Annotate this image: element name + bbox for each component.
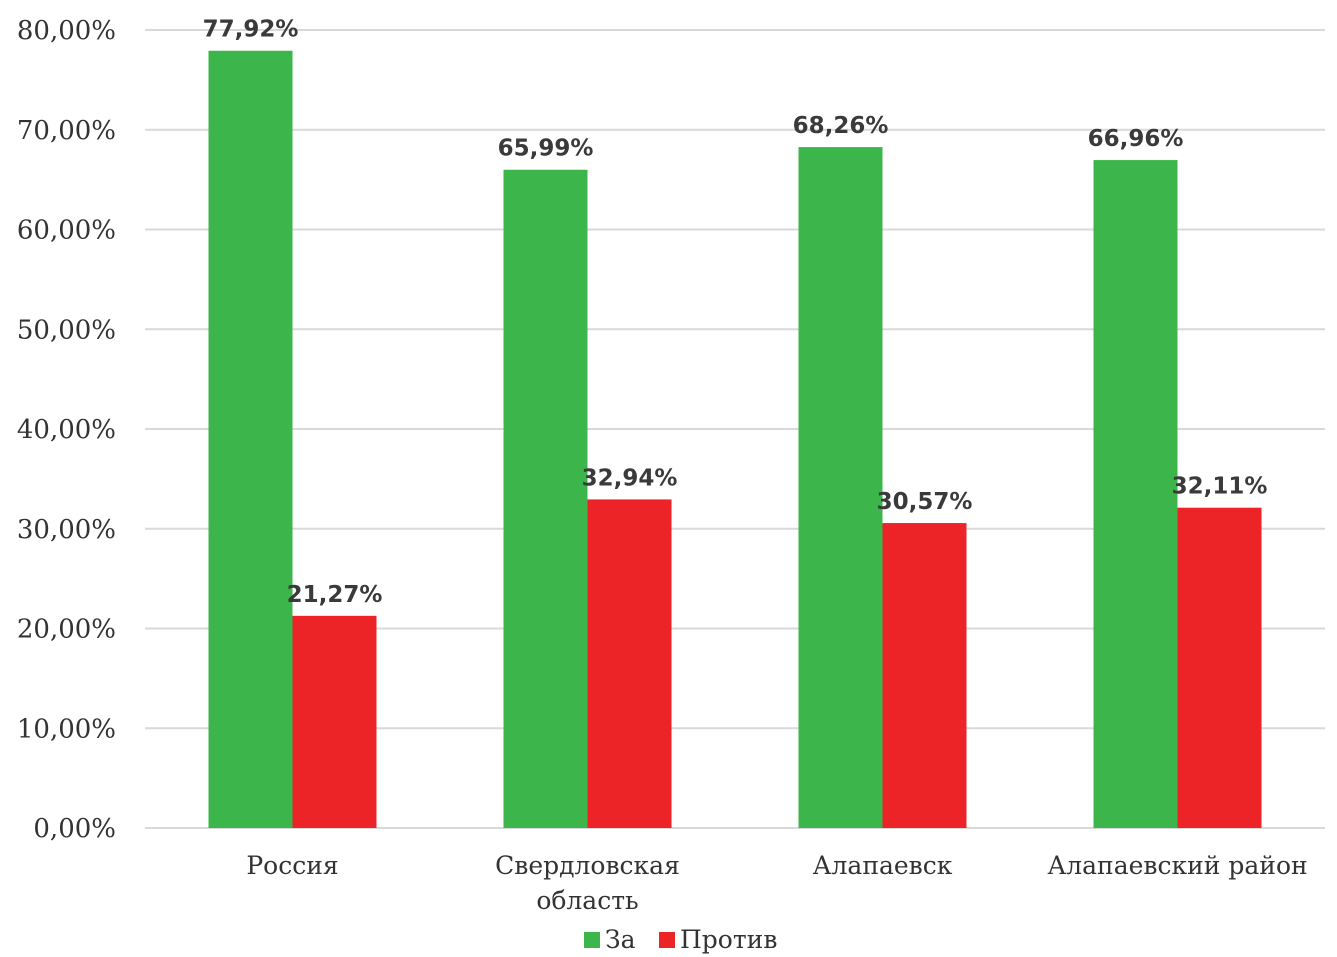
category-label: область	[536, 886, 638, 915]
data-label: 30,57%	[877, 489, 973, 515]
y-tick-label: 70,00%	[17, 116, 116, 146]
legend: За Против	[584, 925, 777, 954]
y-axis-tick-labels: 0,00% 10,00% 20,00% 30,00% 40,00% 50,00% 60,00…	[17, 16, 116, 844]
bar-za	[1093, 160, 1178, 829]
bar-protiv	[587, 499, 672, 828]
y-tick-label: 60,00%	[17, 216, 116, 246]
y-tick-label: 30,00%	[17, 515, 116, 545]
category-label: Алапаевский район	[1047, 851, 1307, 880]
category-label: Россия	[246, 851, 338, 880]
data-label: 77,92%	[203, 17, 299, 43]
bars	[208, 50, 1262, 829]
data-label: 32,94%	[582, 465, 678, 491]
category-label: Алапаевск	[813, 851, 953, 880]
y-tick-label: 80,00%	[17, 16, 116, 46]
category-label: Свердловская	[495, 851, 680, 880]
data-label: 32,11%	[1172, 474, 1268, 500]
x-axis-category-labels: Россия Свердловская область Алапаевск Алапае…	[246, 851, 1307, 915]
legend-swatch	[584, 932, 600, 948]
legend-label: За	[605, 925, 636, 954]
y-tick-label: 20,00%	[17, 615, 116, 645]
bar-protiv	[1177, 507, 1262, 828]
y-tick-label: 40,00%	[17, 415, 116, 445]
bar-za	[798, 147, 883, 828]
data-label: 68,26%	[793, 113, 889, 139]
data-label: 65,99%	[498, 136, 594, 162]
bar-protiv	[292, 615, 377, 828]
bar-protiv	[882, 523, 967, 828]
y-tick-label: 0,00%	[33, 814, 116, 844]
data-label: 66,96%	[1088, 126, 1184, 152]
data-label: 21,27%	[287, 582, 383, 608]
y-tick-label: 10,00%	[17, 714, 116, 744]
legend-swatch	[659, 932, 675, 948]
bar-za	[208, 50, 293, 829]
data-labels: 77,92% 65,99% 68,26% 66,96% 21,27% 32,94% 30,5…	[203, 17, 1268, 608]
y-tick-label: 50,00%	[17, 315, 116, 345]
bar-za	[503, 169, 588, 828]
legend-label: Против	[680, 925, 777, 954]
